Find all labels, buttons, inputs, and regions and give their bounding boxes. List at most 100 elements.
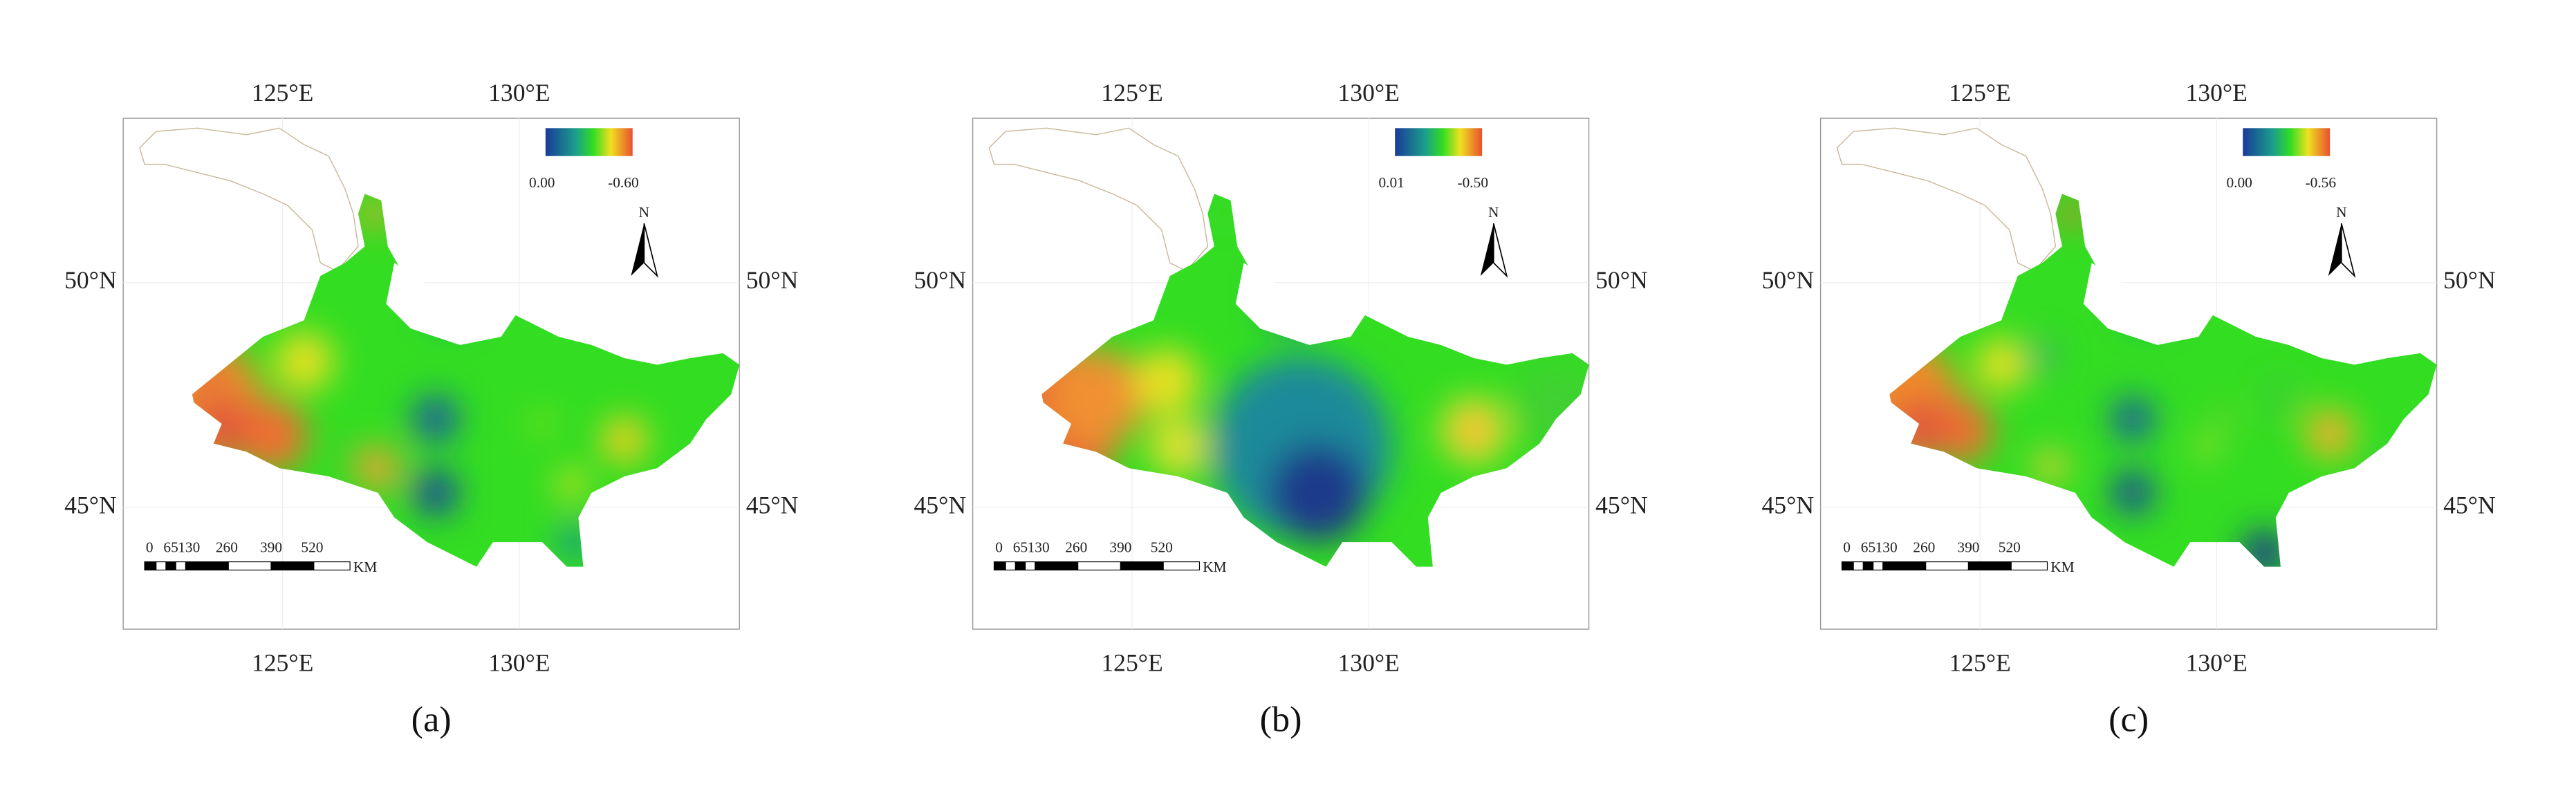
surface-blob xyxy=(2317,420,2344,447)
scale-tick: 65 xyxy=(1861,539,1875,555)
scale-bar xyxy=(1025,561,1036,571)
surface-blobs xyxy=(1889,200,2412,567)
scale-bar xyxy=(1014,561,1026,571)
lon-label: 125°E xyxy=(1101,649,1162,676)
scale-tick: 130 xyxy=(1875,539,1898,555)
lat-label: 45°N xyxy=(746,491,799,519)
scale-bar xyxy=(2010,561,2048,571)
lon-label: 130°E xyxy=(1337,649,1399,676)
surface-blob xyxy=(274,331,334,391)
lat-label: 45°N xyxy=(914,491,966,519)
scale-bar xyxy=(313,561,351,571)
lon-label: 125°E xyxy=(252,649,313,676)
legend-label: 0.00 xyxy=(2226,174,2252,191)
scale-tick: 65 xyxy=(1013,539,1028,555)
scale-tick: 0 xyxy=(1843,539,1851,555)
scale-bar xyxy=(1873,561,1884,571)
lon-label: 125°E xyxy=(1949,79,2010,106)
surface-blob xyxy=(2196,437,2217,457)
north-label: N xyxy=(639,204,649,221)
map-panel: 125°E 125°E 130°E 130°E 50°N 50°N 45°N 45°N 0.00… xyxy=(1761,79,2495,739)
panel-label: (a) xyxy=(411,699,452,739)
scale-tick: 260 xyxy=(1065,539,1087,555)
scale-bar xyxy=(185,561,229,571)
surface-blob xyxy=(1458,416,1489,445)
north-arrow xyxy=(631,223,645,277)
lat-label: 45°N xyxy=(1761,491,1814,519)
surface-blob xyxy=(234,399,308,472)
lon-label: 130°E xyxy=(2185,649,2247,676)
lon-label: 130°E xyxy=(488,79,550,106)
surface-blob xyxy=(1133,348,1200,414)
north-label: N xyxy=(2336,204,2346,221)
lat-label: 50°N xyxy=(1595,266,1648,294)
surface-blob xyxy=(1046,348,1146,447)
legend-colorbar xyxy=(2243,128,2331,156)
surface-blob xyxy=(360,198,390,229)
scale-bar xyxy=(1077,561,1122,571)
lat-label: 45°N xyxy=(1595,491,1648,519)
surface-blob xyxy=(2261,377,2301,418)
lake xyxy=(1235,263,1367,345)
panel-label: (b) xyxy=(1260,699,1302,739)
lake xyxy=(2083,263,2215,345)
scale-bar xyxy=(175,561,187,571)
legend-label: -0.60 xyxy=(608,174,639,191)
scale-tick: 260 xyxy=(216,539,238,555)
lon-label: 125°E xyxy=(1949,649,2010,676)
lat-label: 50°N xyxy=(746,266,799,294)
surface-blob xyxy=(340,445,360,465)
surface-blob xyxy=(534,416,550,432)
lake xyxy=(386,263,518,345)
surface-blob xyxy=(356,447,400,490)
scale-bar xyxy=(1925,561,1970,571)
panel-label: (c) xyxy=(2109,699,2149,739)
north-arrow xyxy=(643,223,658,278)
scale-tick: 65 xyxy=(163,539,178,555)
lat-label: 50°N xyxy=(1761,266,1814,294)
lon-label: 130°E xyxy=(488,649,550,676)
surface-blob xyxy=(412,395,458,442)
surface-blob xyxy=(2111,471,2154,514)
scale-bar xyxy=(228,561,272,571)
scale-tick: 520 xyxy=(1151,539,1173,555)
scale-unit: KM xyxy=(2050,559,2074,575)
scale-bar xyxy=(156,561,167,571)
north-outline xyxy=(988,127,1209,272)
scale-tick: 130 xyxy=(1028,539,1050,555)
surface-blob xyxy=(1974,338,2028,391)
surface-blob xyxy=(2034,450,2068,483)
scale-tick: 390 xyxy=(1957,539,1979,555)
scale-unit: KM xyxy=(353,559,377,575)
map-panel: 125°E 125°E 130°E 130°E 50°N 50°N 45°N 45°N 0.00… xyxy=(64,79,798,739)
lat-label: 50°N xyxy=(2443,266,2496,294)
lon-label: 130°E xyxy=(2185,79,2247,106)
surface-blob xyxy=(2216,412,2230,426)
north-outline xyxy=(139,127,359,272)
scale-bar xyxy=(144,561,157,571)
scale-bar xyxy=(1120,561,1164,571)
north-arrow xyxy=(2328,223,2342,277)
surface-blob xyxy=(2029,343,2056,370)
lon-label: 125°E xyxy=(252,79,313,106)
surface-blob xyxy=(2059,200,2086,227)
scale-tick: 260 xyxy=(1913,539,1935,555)
surface-blob xyxy=(2111,397,2154,440)
surface-blob xyxy=(1268,443,1367,543)
north-label: N xyxy=(1488,204,1499,221)
map-panel: 125°E 125°E 130°E 130°E 50°N 50°N 45°N 45°N 0.01… xyxy=(914,79,1647,739)
legend-colorbar xyxy=(545,128,633,156)
scale-tick: 0 xyxy=(995,539,1003,555)
lat-label: 50°N xyxy=(914,266,966,294)
scale-bar xyxy=(1005,561,1016,571)
scale-tick: 390 xyxy=(1109,539,1131,555)
scale-bar xyxy=(1862,561,1874,571)
scale-tick: 520 xyxy=(1999,539,2021,555)
north-arrow xyxy=(2340,223,2356,278)
surface-blob xyxy=(557,469,587,500)
lat-label: 50°N xyxy=(64,266,117,294)
scale-bar xyxy=(993,561,1006,571)
lat-label: 45°N xyxy=(2443,491,2496,519)
scale-bar xyxy=(1967,561,2012,571)
